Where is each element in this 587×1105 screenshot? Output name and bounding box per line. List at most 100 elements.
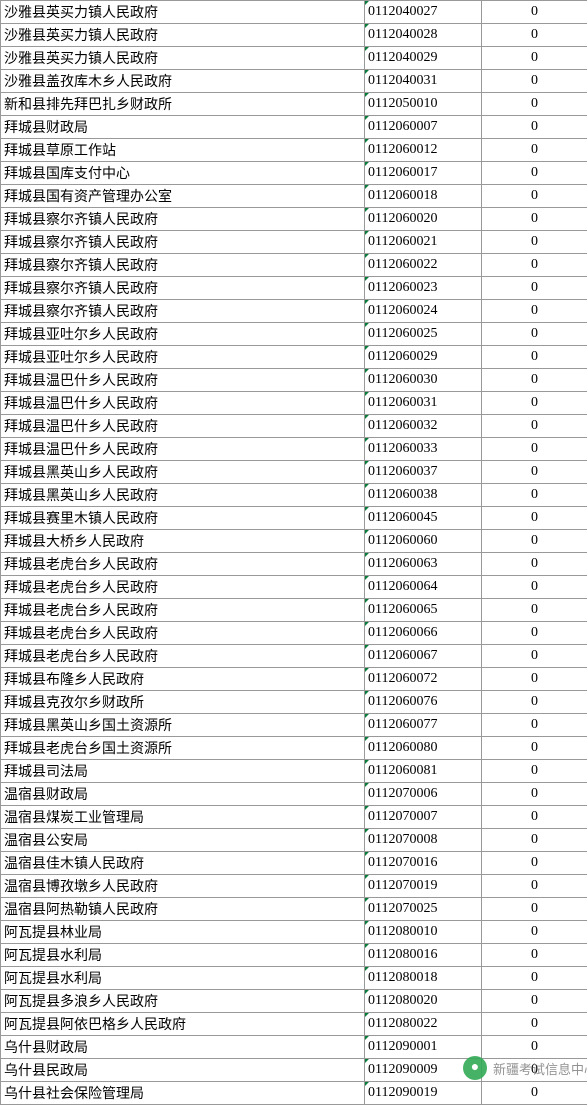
cell-code: 0112060038 xyxy=(365,484,482,507)
table-row: 拜城县温巴什乡人民政府01120600330 xyxy=(1,438,587,461)
cell-code: 0112090001 xyxy=(365,1036,482,1059)
cell-name: 阿瓦提县水利局 xyxy=(1,967,365,990)
cell-count: 0 xyxy=(482,1,587,24)
cell-code: 0112060020 xyxy=(365,208,482,231)
table-row: 拜城县老虎台乡人民政府01120600640 xyxy=(1,576,587,599)
table-row: 温宿县煤炭工业管理局01120700070 xyxy=(1,806,587,829)
cell-count: 0 xyxy=(482,70,587,93)
cell-count: 0 xyxy=(482,162,587,185)
cell-name: 拜城县温巴什乡人民政府 xyxy=(1,392,365,415)
cell-code: 0112060021 xyxy=(365,231,482,254)
cell-code: 0112060077 xyxy=(365,714,482,737)
table-row: 拜城县克孜尔乡财政所01120600760 xyxy=(1,691,587,714)
cell-name: 拜城县国库支付中心 xyxy=(1,162,365,185)
cell-code: 0112060025 xyxy=(365,323,482,346)
cell-count: 0 xyxy=(482,415,587,438)
cell-code: 0112060066 xyxy=(365,622,482,645)
table-row: 乌什县社会保险管理局01120900190 xyxy=(1,1082,587,1105)
cell-code: 0112060023 xyxy=(365,277,482,300)
cell-code: 0112060080 xyxy=(365,737,482,760)
cell-code: 0112080018 xyxy=(365,967,482,990)
cell-count: 0 xyxy=(482,116,587,139)
cell-code: 0112060022 xyxy=(365,254,482,277)
cell-name: 拜城县黑英山乡人民政府 xyxy=(1,461,365,484)
table-row: 拜城县国有资产管理办公室01120600180 xyxy=(1,185,587,208)
cell-name: 拜城县大桥乡人民政府 xyxy=(1,530,365,553)
cell-name: 拜城县老虎台乡人民政府 xyxy=(1,576,365,599)
table-row: 拜城县黑英山乡人民政府01120600380 xyxy=(1,484,587,507)
cell-code: 0112090019 xyxy=(365,1082,482,1105)
cell-name: 拜城县财政局 xyxy=(1,116,365,139)
table-row: 阿瓦提县阿依巴格乡人民政府01120800220 xyxy=(1,1013,587,1036)
table-row: 阿瓦提县水利局01120800160 xyxy=(1,944,587,967)
cell-count: 0 xyxy=(482,392,587,415)
cell-count: 0 xyxy=(482,829,587,852)
cell-code: 0112060072 xyxy=(365,668,482,691)
cell-count: 0 xyxy=(482,1013,587,1036)
cell-code: 0112060045 xyxy=(365,507,482,530)
cell-code: 0112060007 xyxy=(365,116,482,139)
cell-name: 温宿县佳木镇人民政府 xyxy=(1,852,365,875)
cell-name: 拜城县国有资产管理办公室 xyxy=(1,185,365,208)
table-row: 阿瓦提县多浪乡人民政府01120800200 xyxy=(1,990,587,1013)
cell-name: 拜城县老虎台乡人民政府 xyxy=(1,553,365,576)
table-row: 拜城县亚吐尔乡人民政府01120600250 xyxy=(1,323,587,346)
cell-name: 拜城县黑英山乡国土资源所 xyxy=(1,714,365,737)
cell-name: 拜城县察尔齐镇人民政府 xyxy=(1,254,365,277)
cell-code: 0112060031 xyxy=(365,392,482,415)
table-row: 温宿县公安局01120700080 xyxy=(1,829,587,852)
cell-count: 0 xyxy=(482,599,587,622)
cell-name: 阿瓦提县多浪乡人民政府 xyxy=(1,990,365,1013)
cell-name: 温宿县煤炭工业管理局 xyxy=(1,806,365,829)
cell-name: 拜城县察尔齐镇人民政府 xyxy=(1,277,365,300)
cell-code: 0112070006 xyxy=(365,783,482,806)
cell-count: 0 xyxy=(482,254,587,277)
table-row: 阿瓦提县林业局01120800100 xyxy=(1,921,587,944)
cell-code: 0112090009 xyxy=(365,1059,482,1082)
table-row: 拜城县司法局01120600810 xyxy=(1,760,587,783)
cell-code: 0112060032 xyxy=(365,415,482,438)
table-row: 温宿县佳木镇人民政府01120700160 xyxy=(1,852,587,875)
cell-name: 温宿县博孜墩乡人民政府 xyxy=(1,875,365,898)
cell-count: 0 xyxy=(482,622,587,645)
cell-name: 拜城县亚吐尔乡人民政府 xyxy=(1,346,365,369)
cell-name: 新和县排先拜巴扎乡财政所 xyxy=(1,93,365,116)
cell-code: 0112060024 xyxy=(365,300,482,323)
table-row: 拜城县国库支付中心01120600170 xyxy=(1,162,587,185)
cell-count: 0 xyxy=(482,24,587,47)
cell-code: 0112060081 xyxy=(365,760,482,783)
cell-code: 0112060063 xyxy=(365,553,482,576)
cell-code: 0112060033 xyxy=(365,438,482,461)
table-row: 温宿县博孜墩乡人民政府01120700190 xyxy=(1,875,587,898)
cell-name: 拜城县察尔齐镇人民政府 xyxy=(1,208,365,231)
cell-count: 0 xyxy=(482,576,587,599)
table-row: 拜城县老虎台乡人民政府01120600670 xyxy=(1,645,587,668)
cell-code: 0112060064 xyxy=(365,576,482,599)
cell-count: 0 xyxy=(482,438,587,461)
cell-name: 温宿县财政局 xyxy=(1,783,365,806)
table-row: 拜城县察尔齐镇人民政府01120600230 xyxy=(1,277,587,300)
cell-count: 0 xyxy=(482,691,587,714)
table-row: 拜城县老虎台乡人民政府01120600660 xyxy=(1,622,587,645)
cell-name: 阿瓦提县阿依巴格乡人民政府 xyxy=(1,1013,365,1036)
cell-name: 拜城县老虎台乡人民政府 xyxy=(1,645,365,668)
cell-count: 0 xyxy=(482,921,587,944)
cell-count: 0 xyxy=(482,645,587,668)
table-row: 温宿县财政局01120700060 xyxy=(1,783,587,806)
cell-count: 0 xyxy=(482,484,587,507)
cell-code: 0112060037 xyxy=(365,461,482,484)
cell-code: 0112070019 xyxy=(365,875,482,898)
cell-code: 0112070007 xyxy=(365,806,482,829)
table-row: 沙雅县盖孜库木乡人民政府01120400310 xyxy=(1,70,587,93)
table-row: 拜城县老虎台乡国土资源所01120600800 xyxy=(1,737,587,760)
cell-count: 0 xyxy=(482,783,587,806)
cell-name: 拜城县老虎台乡人民政府 xyxy=(1,622,365,645)
cell-count: 0 xyxy=(482,1082,587,1105)
cell-name: 拜城县司法局 xyxy=(1,760,365,783)
cell-name: 拜城县老虎台乡国土资源所 xyxy=(1,737,365,760)
cell-code: 0112060029 xyxy=(365,346,482,369)
cell-name: 拜城县亚吐尔乡人民政府 xyxy=(1,323,365,346)
cell-name: 沙雅县英买力镇人民政府 xyxy=(1,24,365,47)
cell-name: 拜城县温巴什乡人民政府 xyxy=(1,369,365,392)
table-row: 沙雅县英买力镇人民政府01120400280 xyxy=(1,24,587,47)
